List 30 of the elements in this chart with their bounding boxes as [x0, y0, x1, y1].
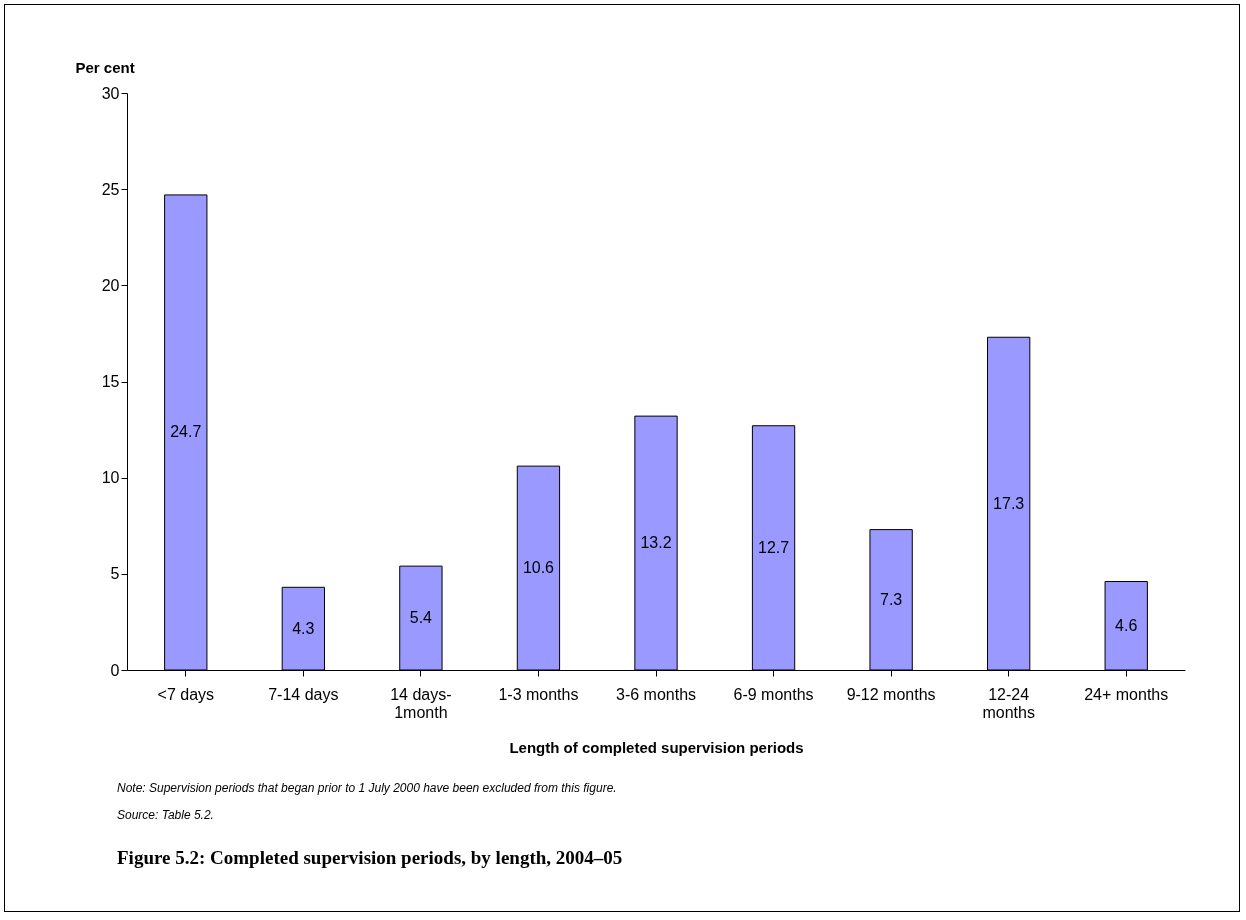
y-tick-label: 30	[101, 84, 120, 102]
x-tick-label: 14 days-1month	[390, 685, 452, 721]
x-tick-label: 3-6 months	[615, 685, 697, 703]
text: Note: Supervision periods that began prior to 1 July 2000 have been excluded from this figure.	[117, 781, 617, 795]
data-label: 13.2	[640, 534, 672, 552]
x-tick-label: 24+ months	[1084, 685, 1169, 703]
y-axis-title: Per cent	[75, 58, 135, 76]
data-label: 10.6	[522, 559, 555, 577]
y-tick-label: 25	[101, 180, 120, 198]
x-tick-label: <7 days	[157, 685, 215, 703]
y-tick-label: 0	[110, 661, 120, 679]
data-label: 24.7	[170, 423, 202, 441]
y-tick-label: 20	[101, 276, 120, 294]
x-axis-title: Length of completed supervision periods	[509, 738, 804, 756]
x-tick-label: 7-14 days	[268, 685, 339, 703]
data-label: 4.3	[292, 619, 315, 637]
data-label: 5.4	[409, 609, 433, 627]
x-tick-label: 6-9 months	[733, 685, 814, 703]
x-tick-label: 9-12 months	[846, 685, 936, 703]
data-label: 4.6	[1115, 616, 1138, 634]
x-tick-label: 12-24 months	[982, 685, 1035, 721]
data-label: 12.7	[757, 538, 790, 556]
y-tick-label: 10	[101, 469, 120, 487]
y-tick-label: 5	[110, 565, 120, 583]
x-tick-label: 1-3 months	[498, 685, 579, 703]
text: Figure 5.2: Completed supervision periods, by length, 2004–05	[117, 847, 623, 869]
data-label: 17.3	[993, 494, 1025, 512]
y-tick-label: 15	[101, 373, 120, 390]
data-label: 7.3	[879, 590, 903, 608]
source-note: Source: Table 5.2.	[117, 808, 215, 822]
